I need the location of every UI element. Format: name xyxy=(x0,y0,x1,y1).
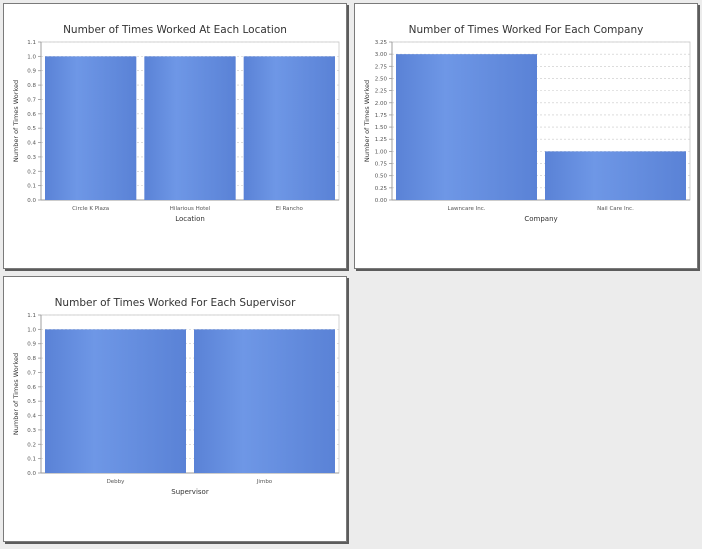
supervisor-y-tick-label: 1.0 xyxy=(27,327,36,333)
location-y-tick-label: 1.1 xyxy=(27,40,36,46)
supervisor-y-tick-label: 0.0 xyxy=(27,471,36,477)
supervisor-x-tick-label: Jimbo xyxy=(256,479,273,485)
company-y-tick-label: 3.25 xyxy=(375,40,388,46)
company-bar-lawncare-inc xyxy=(396,54,537,201)
location-y-axis-label: Number of Times Worked xyxy=(12,80,20,162)
location-y-tick-label: 0.2 xyxy=(27,169,36,175)
location-y-tick-label: 0.8 xyxy=(27,83,36,89)
supervisor-chart-title: Number of Times Worked For Each Supervis… xyxy=(55,297,297,309)
company-chart: Number of Times Worked For Each Company 0… xyxy=(363,24,691,223)
location-y-tick-label: 0.0 xyxy=(27,198,36,204)
supervisor-y-tick-label: 0.2 xyxy=(27,442,36,448)
supervisor-y-tick-label: 0.5 xyxy=(27,399,36,405)
supervisor-y-tick-label: 1.1 xyxy=(27,313,36,319)
location-x-tick-label: Hilarious Hotel xyxy=(170,206,211,212)
company-x-axis-label: Company xyxy=(524,215,557,223)
location-y-tick-label: 0.4 xyxy=(27,141,36,147)
location-x-axis-label: Location xyxy=(175,215,205,223)
company-y-tick-label: 1.25 xyxy=(375,137,388,143)
location-y-tick-label: 0.3 xyxy=(27,155,36,161)
supervisor-chart: Number of Times Worked For Each Supervis… xyxy=(12,297,340,496)
supervisor-y-tick-label: 0.4 xyxy=(27,414,36,420)
location-chart: Number of Times Worked At Each Location 0… xyxy=(12,24,340,223)
supervisor-y-tick-label: 0.7 xyxy=(27,370,36,376)
company-y-tick-label: 2.50 xyxy=(375,76,388,82)
location-y-tick-label: 0.1 xyxy=(27,184,36,190)
company-y-tick-label: 1.50 xyxy=(375,125,388,131)
company-chart-panel: Number of Times Worked For Each Company 0… xyxy=(354,3,698,269)
company-y-tick-label: 2.00 xyxy=(375,101,388,107)
supervisor-y-axis-label: Number of Times Worked xyxy=(12,353,20,435)
location-y-tick-label: 0.7 xyxy=(27,97,36,103)
company-y-tick-label: 1.75 xyxy=(375,113,388,119)
supervisor-y-tick-label: 0.9 xyxy=(27,342,36,348)
company-y-tick-label: 3.00 xyxy=(375,52,388,58)
supervisor-y-tick-label: 0.1 xyxy=(27,457,36,463)
company-y-axis-label: Number of Times Worked xyxy=(363,80,371,162)
company-y-tick-label: 0.25 xyxy=(375,186,388,192)
location-x-tick-label: El Rancho xyxy=(276,206,304,212)
company-y-tick-label: 1.00 xyxy=(375,149,388,155)
supervisor-x-tick-label: Debby xyxy=(107,479,126,485)
supervisor-x-axis-label: Supervisor xyxy=(171,488,209,496)
supervisor-y-tick-label: 0.3 xyxy=(27,428,36,434)
supervisor-bar-jimbo xyxy=(194,329,335,473)
company-y-tick-label: 0.50 xyxy=(375,174,388,180)
supervisor-bar-debby xyxy=(45,329,186,473)
location-bar-circle-k-plaza xyxy=(45,56,137,201)
location-chart-panel: Number of Times Worked At Each Location 0… xyxy=(3,3,347,269)
location-chart-title: Number of Times Worked At Each Location xyxy=(63,24,287,36)
supervisor-chart-panel: Number of Times Worked For Each Supervis… xyxy=(3,276,347,542)
location-y-tick-label: 0.5 xyxy=(27,126,36,132)
location-y-tick-label: 0.6 xyxy=(27,112,36,118)
company-x-tick-label: Lawncare Inc. xyxy=(448,206,486,212)
supervisor-y-tick-label: 0.6 xyxy=(27,385,36,391)
company-y-tick-label: 0.75 xyxy=(375,162,388,168)
location-y-tick-label: 0.9 xyxy=(27,69,36,75)
company-bar-nail-care-inc xyxy=(545,151,686,200)
company-y-tick-label: 2.25 xyxy=(375,89,388,95)
company-y-tick-label: 2.75 xyxy=(375,64,388,70)
company-x-tick-label: Nail Care Inc. xyxy=(597,206,634,212)
location-bar-el-rancho xyxy=(243,56,335,201)
company-chart-title: Number of Times Worked For Each Company xyxy=(409,24,644,36)
location-bar-hilarious-hotel xyxy=(144,56,236,201)
location-y-tick-label: 1.0 xyxy=(27,54,36,60)
supervisor-y-tick-label: 0.8 xyxy=(27,356,36,362)
location-x-tick-label: Circle K Plaza xyxy=(72,206,109,212)
company-y-tick-label: 0.00 xyxy=(375,198,388,204)
